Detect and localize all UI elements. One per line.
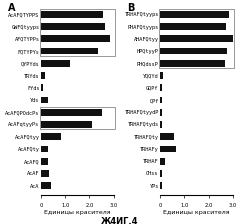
Bar xyxy=(159,9,234,68)
Bar xyxy=(160,11,229,18)
Bar xyxy=(160,170,162,177)
Bar xyxy=(41,84,43,91)
Bar xyxy=(160,23,226,30)
Bar xyxy=(41,11,103,18)
Bar xyxy=(41,48,98,54)
X-axis label: Единицы красителя: Единицы красителя xyxy=(44,209,111,215)
Bar xyxy=(41,72,45,79)
Bar xyxy=(160,182,162,189)
Bar xyxy=(40,107,115,129)
Bar xyxy=(160,97,162,103)
X-axis label: Единицы красителя: Единицы красителя xyxy=(163,209,230,215)
Bar xyxy=(41,23,105,30)
Bar xyxy=(160,109,162,116)
Bar xyxy=(41,121,92,128)
Bar xyxy=(160,48,227,54)
Bar xyxy=(41,109,102,116)
Bar xyxy=(41,97,48,103)
Bar xyxy=(160,121,162,128)
Bar xyxy=(160,146,176,152)
Bar xyxy=(41,182,51,189)
Bar xyxy=(160,60,225,67)
Text: Ж4ИГ.4: Ж4ИГ.4 xyxy=(101,217,139,224)
Bar xyxy=(41,170,49,177)
Bar xyxy=(41,35,110,42)
Bar xyxy=(160,158,164,165)
Text: A: A xyxy=(8,3,16,13)
Bar xyxy=(160,35,233,42)
Bar xyxy=(160,133,174,140)
Bar xyxy=(41,158,48,165)
Bar xyxy=(160,84,162,91)
Bar xyxy=(160,72,162,79)
Bar xyxy=(40,9,115,56)
Bar xyxy=(41,60,70,67)
Text: B: B xyxy=(127,3,135,13)
Bar xyxy=(41,133,61,140)
Bar xyxy=(41,146,48,152)
